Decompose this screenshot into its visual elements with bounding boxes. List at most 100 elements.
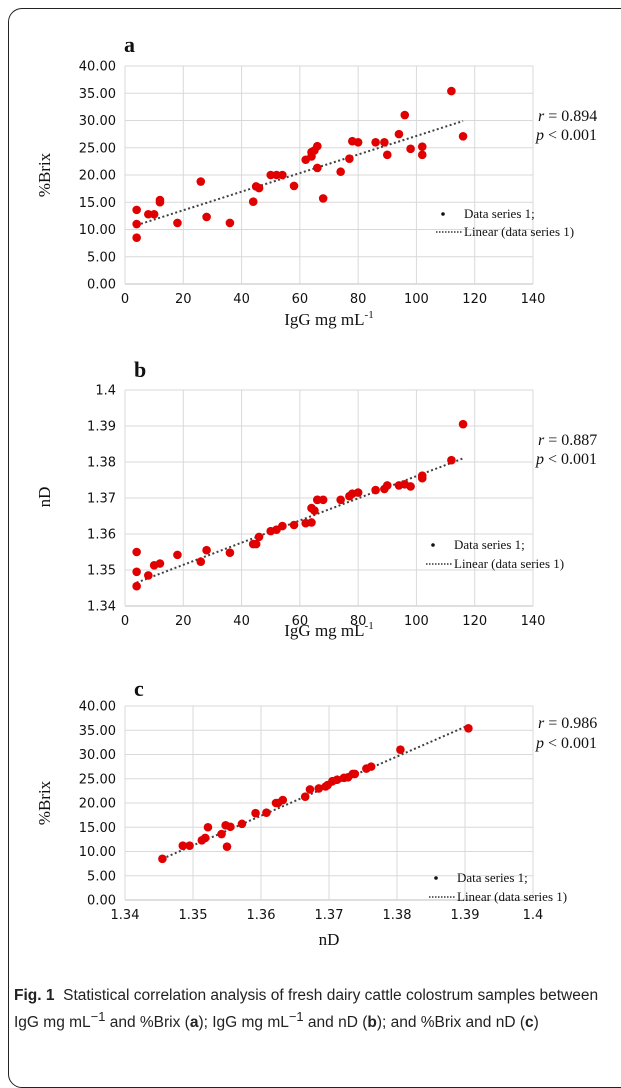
caption-sup-1: −1 (90, 1009, 106, 1024)
data-point (262, 808, 271, 817)
data-point (307, 518, 316, 527)
data-point (371, 138, 380, 147)
caption-text-6: ) (533, 1014, 539, 1032)
data-point (251, 539, 261, 549)
y-tick-label: 0.00 (87, 894, 116, 909)
x-tick-label: 80 (350, 614, 367, 629)
data-point (185, 841, 194, 850)
x-tick-label: 40 (233, 614, 250, 629)
data-point (132, 547, 141, 557)
x-tick-label: 60 (292, 292, 309, 307)
legend-marker (431, 543, 435, 547)
data-point (458, 419, 468, 429)
x-tick-label: 120 (462, 292, 487, 307)
x-tick-label: 1.38 (383, 908, 412, 923)
data-point (173, 218, 182, 228)
data-point (336, 495, 345, 505)
data-point (196, 177, 206, 186)
data-point (196, 557, 206, 567)
caption-fig-label: Fig. 1 (14, 987, 55, 1004)
x-axis-title: nD (319, 930, 340, 949)
data-point (202, 212, 211, 222)
data-point (366, 762, 376, 771)
data-point (400, 110, 410, 120)
data-point (144, 571, 153, 580)
x-tick-label: 0 (121, 614, 129, 629)
data-point (251, 808, 260, 818)
figure-charts: 0.00 5.00 10.00 15.00 20.00 25.00 30.00 35.00 40… (35, 32, 597, 949)
y-tick-label: 35.00 (79, 724, 116, 739)
data-point (248, 197, 258, 207)
r-value: r = 0.894 (538, 108, 597, 125)
x-tick-label: 100 (404, 614, 429, 629)
data-point (458, 132, 468, 141)
x-tick-label: 80 (350, 292, 367, 307)
y-tick-label: 20.00 (79, 169, 116, 184)
p-symbol: p (535, 127, 544, 144)
y-tick-label: 0.00 (87, 278, 116, 293)
data-point (217, 829, 226, 839)
x-tick-label: 120 (462, 614, 487, 629)
data-point (289, 520, 299, 530)
y-tick-label: 40.00 (79, 700, 116, 715)
caption-ref-c: c (525, 1014, 534, 1032)
data-point (464, 724, 473, 733)
y-tick-label: 30.00 (79, 748, 116, 763)
data-point (396, 745, 405, 754)
x-tick-label: 100 (404, 292, 429, 307)
y-tick-label: 1.36 (87, 528, 116, 543)
y-tick-label: 15.00 (79, 821, 116, 836)
y-axis-title: %Brix (35, 780, 54, 825)
data-point (447, 455, 456, 465)
legend-label-series: Data series 1; (457, 870, 528, 885)
x-tick-label: 1.37 (315, 908, 344, 923)
y-tick-label: 35.00 (79, 87, 116, 102)
data-point (149, 209, 159, 219)
x-axis-title-superscript: -1 (365, 309, 374, 321)
y-tick-label: 30.00 (79, 114, 116, 129)
data-point (155, 195, 165, 205)
x-axis-title: IgG mg mL-1 (284, 309, 373, 329)
data-point (382, 481, 392, 490)
y-tick-label: 40.00 (79, 60, 116, 75)
x-tick-label: 140 (521, 614, 546, 629)
data-point (350, 769, 360, 779)
p-value: p < 0.001 (535, 451, 597, 468)
x-tick-label: 1.34 (111, 908, 140, 923)
data-point (155, 559, 165, 568)
x-tick-label: 60 (292, 614, 309, 629)
y-tick-label: 25.00 (79, 141, 116, 156)
y-tick-label: 20.00 (79, 797, 116, 812)
data-point (380, 138, 389, 147)
x-axis-title: IgG mg mL-1 (284, 620, 373, 640)
data-point (314, 784, 324, 793)
caption-text-1: Statistical correlation analysis of fres… (14, 987, 599, 1032)
y-tick-label: 15.00 (79, 196, 116, 211)
data-point (313, 163, 322, 173)
x-tick-label: 1.39 (451, 908, 480, 923)
data-point (132, 233, 141, 242)
data-point (158, 854, 167, 864)
data-point (318, 495, 328, 505)
trend-line (136, 120, 464, 227)
data-point (178, 841, 188, 850)
data-point (254, 183, 264, 193)
panel-label: b (134, 357, 146, 382)
data-point (332, 775, 342, 785)
caption-text-2: and %Brix ( (105, 1014, 190, 1032)
legend-marker (434, 876, 438, 880)
x-tick-label: 1.35 (179, 908, 208, 923)
data-point (345, 154, 354, 163)
data-point (336, 167, 345, 177)
chart-panel-a: 0.00 5.00 10.00 15.00 20.00 25.00 30.00 35.00 40… (35, 32, 597, 329)
data-point (289, 181, 299, 191)
y-tick-label: 1.4 (95, 384, 116, 399)
data-point (225, 218, 235, 228)
legend-label-linear: Linear (data series 1) (457, 889, 567, 904)
x-tick-label: 0 (121, 292, 129, 307)
data-point (225, 548, 235, 558)
data-point (254, 532, 264, 542)
p-symbol: p (535, 735, 544, 752)
y-tick-label: 5.00 (87, 250, 116, 265)
data-point (417, 142, 427, 151)
